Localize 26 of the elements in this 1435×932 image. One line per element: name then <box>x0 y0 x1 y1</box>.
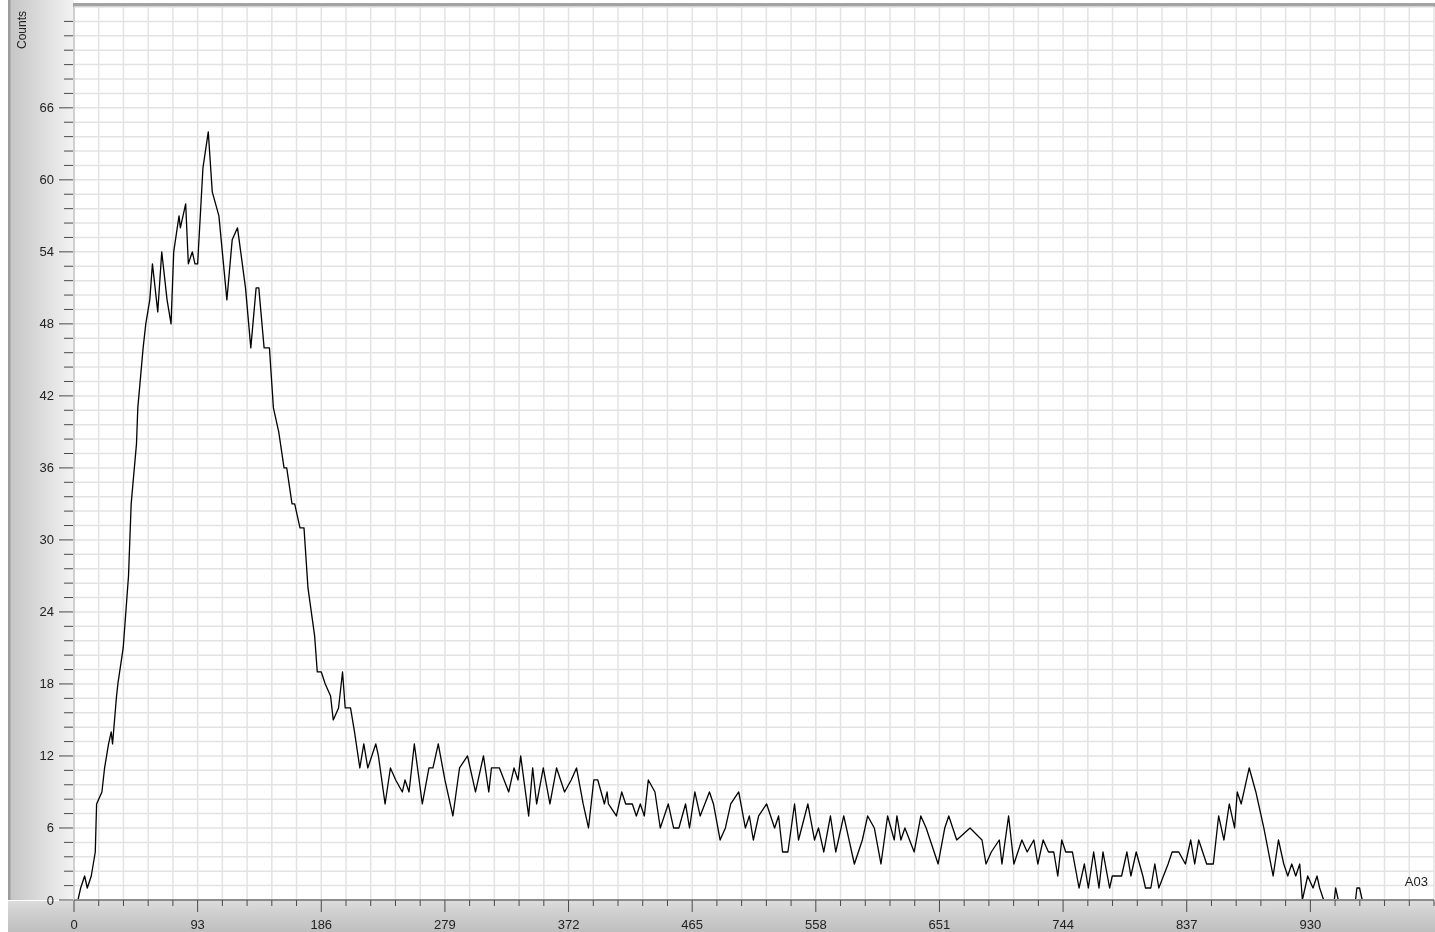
y-tick-label: 30 <box>39 532 54 548</box>
y-tick-label: 0 <box>46 892 54 908</box>
y-tick-label: 24 <box>39 604 54 620</box>
x-tick-label: 0 <box>70 916 78 932</box>
y-tick-label: 66 <box>39 100 54 116</box>
y-tick-label: 60 <box>39 172 54 188</box>
line-series <box>77 131 1363 900</box>
x-tick-label: 651 <box>928 916 951 932</box>
y-tick-label: 42 <box>39 388 54 404</box>
y-tick-label: 48 <box>39 316 54 332</box>
x-tick-label: 93 <box>190 916 205 932</box>
x-tick-label: 372 <box>557 916 580 932</box>
y-tick-label: 54 <box>39 244 54 260</box>
x-tick-label: 930 <box>1299 916 1322 932</box>
x-tick-label: 186 <box>310 916 333 932</box>
x-tick-label: 837 <box>1175 916 1198 932</box>
y-tick-label: 36 <box>39 460 54 476</box>
x-tick-label: 279 <box>434 916 456 932</box>
annotation: A03 <box>1404 874 1428 890</box>
y-tick-label: 12 <box>39 748 54 764</box>
y-axis-title: Counts <box>15 10 29 50</box>
y-tick-label: 6 <box>46 820 54 836</box>
x-tick-label: 558 <box>804 916 827 932</box>
x-tick-label: 465 <box>681 916 704 932</box>
y-tick-label: 18 <box>39 676 54 692</box>
x-tick-label: 744 <box>1052 916 1074 932</box>
